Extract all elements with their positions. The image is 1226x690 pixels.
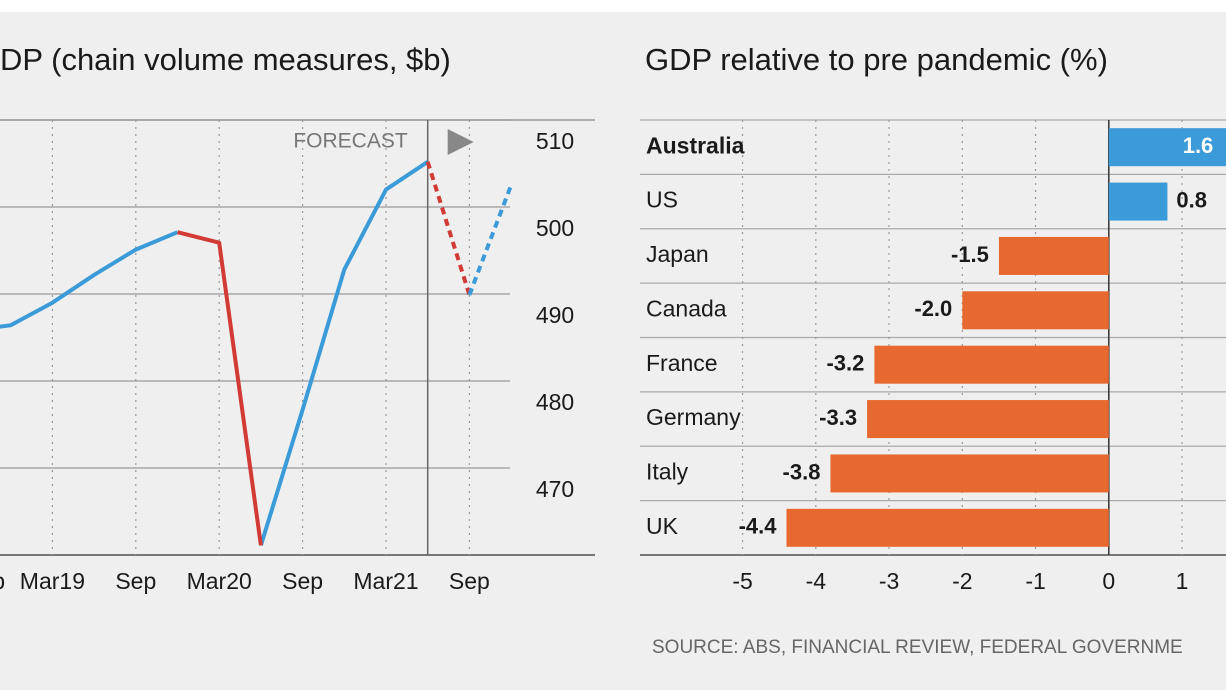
value-label: 1.6 [1183, 133, 1214, 158]
bar [786, 508, 1109, 547]
bar [830, 454, 1109, 493]
value-label: -4.4 [739, 514, 778, 539]
source: SOURCE: ABS, FINANCIAL REVIEW, FEDERAL G… [652, 637, 1183, 658]
category-label: Australia [646, 132, 745, 158]
chart-title: DP (chain volume measures, $b) [0, 42, 451, 77]
category-label: Japan [646, 241, 709, 267]
bar [998, 236, 1109, 275]
forecast-arrow [447, 129, 474, 155]
x-tick-label: 0 [1102, 568, 1115, 594]
category-label: Germany [646, 404, 741, 430]
value-label: -1.5 [951, 242, 989, 267]
value-label: -3.3 [819, 405, 857, 430]
series-line [177, 230, 263, 546]
x-tick-label: -1 [1025, 568, 1045, 594]
x-tick-label: -5 [732, 568, 752, 594]
y-tick-label: 470 [536, 476, 574, 502]
x-tick-label: p [0, 568, 5, 594]
category-label: France [646, 350, 718, 376]
bar [874, 345, 1109, 384]
category-label: Canada [646, 295, 727, 321]
bar [1108, 128, 1226, 167]
bar [867, 400, 1109, 439]
x-tick-label: Mar20 [187, 568, 252, 594]
x-tick-label: Mar21 [353, 568, 418, 594]
value-label: -3.2 [826, 351, 864, 376]
y-tick-label: 490 [536, 302, 574, 328]
value-label: 0.8 [1176, 187, 1207, 212]
x-tick-label: Mar19 [20, 568, 85, 594]
x-tick-label: Sep [282, 568, 323, 594]
category-label: UK [646, 513, 679, 539]
y-tick-label: 510 [536, 128, 574, 154]
y-tick-label: 500 [536, 215, 574, 241]
x-tick-label: Sep [115, 568, 156, 594]
series-line [0, 160, 429, 546]
x-tick-label: 1 [1176, 568, 1189, 594]
category-label: Italy [646, 459, 689, 485]
value-label: -3.8 [783, 459, 821, 484]
y-tick-label: 480 [536, 389, 574, 415]
x-tick-label: -4 [806, 568, 827, 594]
series-line [467, 184, 513, 296]
category-label: US [646, 187, 678, 213]
bar [962, 291, 1109, 330]
chart-title: GDP relative to pre pandemic (%) [645, 42, 1108, 77]
value-label: -2.0 [914, 296, 952, 321]
x-tick-label: -2 [952, 568, 972, 594]
x-tick-label: Sep [449, 568, 490, 594]
bar [1108, 182, 1168, 221]
x-tick-label: -3 [879, 568, 899, 594]
annotation: FORECAST [293, 130, 408, 153]
